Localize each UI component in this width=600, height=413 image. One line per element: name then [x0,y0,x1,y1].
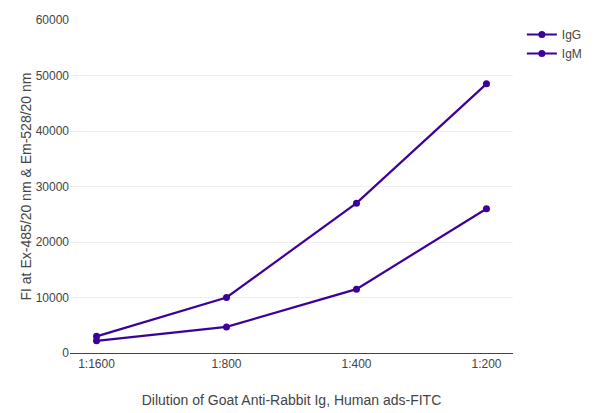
svg-text:20000: 20000 [36,235,70,249]
svg-text:0: 0 [62,346,69,360]
svg-text:1:400: 1:400 [341,357,371,371]
svg-text:30000: 30000 [36,180,70,194]
svg-text:IgM: IgM [562,47,582,61]
svg-text:IgG: IgG [562,28,581,42]
svg-text:1:1600: 1:1600 [78,357,115,371]
svg-text:60000: 60000 [36,13,70,27]
svg-text:FI at Ex-485/20 nm & Em-528/20: FI at Ex-485/20 nm & Em-528/20 nm [18,73,34,301]
svg-text:50000: 50000 [36,69,70,83]
svg-text:1:800: 1:800 [211,357,241,371]
svg-text:1:200: 1:200 [471,357,501,371]
svg-text:40000: 40000 [36,124,70,138]
svg-text:10000: 10000 [36,291,70,305]
svg-text:Dilution of Goat Anti-Rabbit I: Dilution of Goat Anti-Rabbit Ig, Human a… [142,392,442,408]
